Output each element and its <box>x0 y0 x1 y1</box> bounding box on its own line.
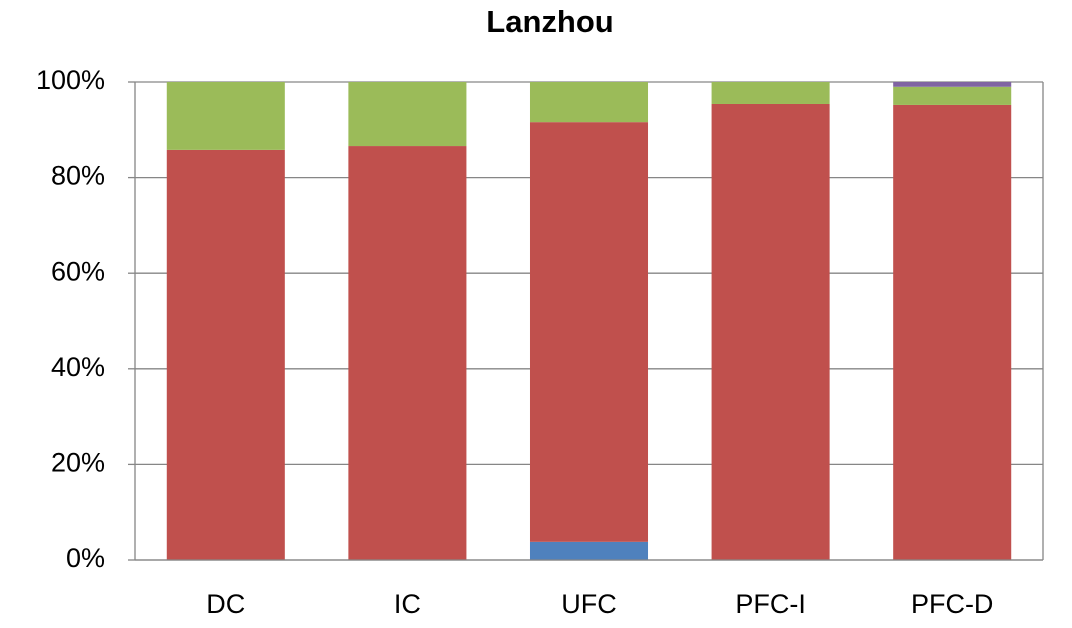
bar-segment <box>893 86 1012 105</box>
y-tick-label: 60% <box>51 256 105 286</box>
bar-segment <box>893 82 1012 87</box>
x-tick-label: PFC-I <box>735 589 806 619</box>
y-tick-label: 80% <box>51 161 105 191</box>
bar-segment <box>348 146 467 560</box>
bar-segment <box>348 82 467 147</box>
bar-segment <box>166 82 285 150</box>
chart-title: Lanzhou <box>486 4 613 39</box>
bar-segment <box>893 104 1012 560</box>
bar-segment <box>711 103 830 560</box>
y-tick-label: 100% <box>36 65 105 95</box>
bar-segment <box>529 541 649 560</box>
bar-segment <box>529 122 649 542</box>
x-tick-label: PFC-D <box>911 589 994 619</box>
bar-segment <box>711 82 830 104</box>
bar-segment <box>166 149 285 560</box>
y-tick-label: 20% <box>51 448 105 478</box>
x-tick-label: DC <box>206 589 245 619</box>
y-tick-label: 40% <box>51 352 105 382</box>
x-tick-label: IC <box>394 589 421 619</box>
x-tick-label: UFC <box>561 589 617 619</box>
bar-segment <box>529 82 649 123</box>
y-tick-label: 0% <box>66 543 105 573</box>
